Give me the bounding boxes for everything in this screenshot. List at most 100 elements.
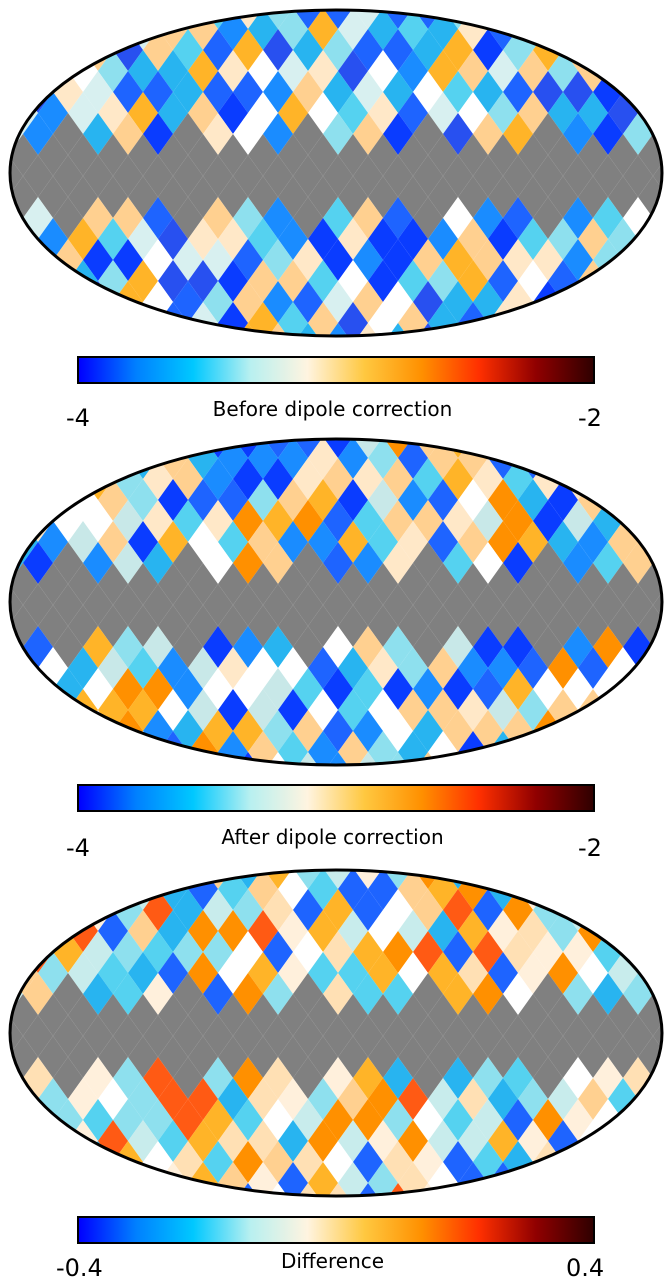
panel-caption: Before dipole correction [212, 397, 453, 421]
colorbar-max-label: 0.4 [566, 1254, 605, 1282]
map-pixel [10, 870, 38, 910]
map-pixel [10, 910, 38, 952]
map-pixel [653, 458, 662, 500]
map-pixel [323, 323, 353, 336]
map-pixel [98, 731, 128, 765]
map-pixel [10, 439, 38, 479]
map-pixel [113, 1183, 143, 1196]
map-pixel [653, 889, 662, 931]
map-pixel [653, 1183, 662, 1196]
map-pixel [638, 731, 662, 765]
map-pixel [638, 50, 662, 92]
map-pixel [578, 1162, 608, 1196]
map-pixel [653, 10, 662, 29]
map-pixel [608, 1162, 638, 1196]
map-pixel [638, 439, 662, 479]
map-pixel [143, 439, 173, 458]
map-outline [8, 8, 664, 338]
map-pixel [638, 302, 662, 336]
map-outline [8, 437, 664, 767]
map-pixel [548, 870, 578, 910]
map-pixel [10, 1141, 23, 1183]
map-pixel [53, 1141, 83, 1183]
map-pixel [548, 731, 578, 765]
map-outline [8, 868, 664, 1198]
map-pixel [563, 323, 593, 336]
map-pixel [143, 752, 173, 765]
map-pixel [38, 1162, 68, 1196]
map-pixel [608, 302, 638, 336]
map-pixel [23, 889, 53, 931]
map-pixel [653, 752, 662, 765]
map-pixel [23, 323, 53, 336]
map-pixel [113, 870, 143, 889]
map-pixel [10, 500, 23, 542]
map-pixel [638, 1120, 662, 1162]
map-pixel [608, 260, 638, 302]
map-pixel [638, 479, 662, 521]
map-pixel [623, 870, 653, 889]
map-pixel [623, 458, 653, 500]
map-pixel [323, 1183, 353, 1196]
map-pixel [68, 731, 98, 765]
map-pixel [38, 689, 68, 731]
map-pixel [638, 10, 662, 50]
map-pixel [623, 439, 653, 458]
map-pixel [578, 870, 608, 910]
colorbar-max-label: -2 [578, 404, 602, 432]
map-pixel [113, 10, 143, 29]
map-pixel [173, 1183, 203, 1196]
map-pixel [10, 689, 38, 731]
map-pixel [503, 323, 533, 336]
map-pixel [653, 931, 662, 973]
map-pixel [623, 10, 653, 29]
map-pixel [53, 439, 83, 458]
map-pixel [10, 29, 23, 71]
panel-caption: Difference [280, 1249, 385, 1273]
panel-caption: After dipole correction [221, 825, 444, 849]
map-pixel [623, 1183, 653, 1196]
map-pixel [653, 710, 662, 752]
map-pixel [10, 710, 23, 752]
map-pixel [593, 10, 623, 29]
map-pixel [53, 870, 83, 889]
map-pixel [653, 1099, 662, 1141]
colorbar [77, 784, 595, 812]
map-pixel [638, 870, 662, 910]
map-pixel [143, 323, 173, 336]
map-pixel [593, 439, 623, 458]
map-pixel [10, 479, 38, 521]
map-pixel [533, 1183, 563, 1196]
map-pixel [653, 239, 662, 281]
map-pixel [503, 439, 533, 458]
map-pixel [608, 689, 638, 731]
map-pixel [593, 889, 623, 931]
map-pixel [38, 10, 68, 50]
map-pixel [608, 731, 638, 765]
map-pixel [503, 870, 533, 889]
map-pixel [98, 870, 128, 910]
colorbar [77, 1216, 595, 1244]
colorbar-min-label: -4 [66, 834, 90, 862]
map-pixel [53, 10, 83, 29]
map-pixel [578, 439, 608, 479]
map-pixel [533, 10, 563, 29]
map-pixel [10, 439, 23, 458]
map-pixel [293, 323, 323, 336]
map-pixel [533, 870, 563, 889]
map-pixel [10, 458, 23, 500]
map-pixel [23, 752, 53, 765]
map-pixel [608, 10, 638, 50]
map-pixel [578, 731, 608, 765]
map-pixel [653, 281, 662, 323]
map-pixel [23, 1141, 53, 1183]
map-pixel [653, 71, 662, 113]
map-pixel [293, 752, 323, 765]
map-pixel [623, 281, 653, 323]
map-pixel [173, 323, 203, 336]
map-pixel [593, 870, 623, 889]
map-pixel [593, 710, 623, 752]
map-pixel [23, 29, 53, 71]
map-pixel [623, 889, 653, 931]
map-pixel [38, 1120, 68, 1162]
